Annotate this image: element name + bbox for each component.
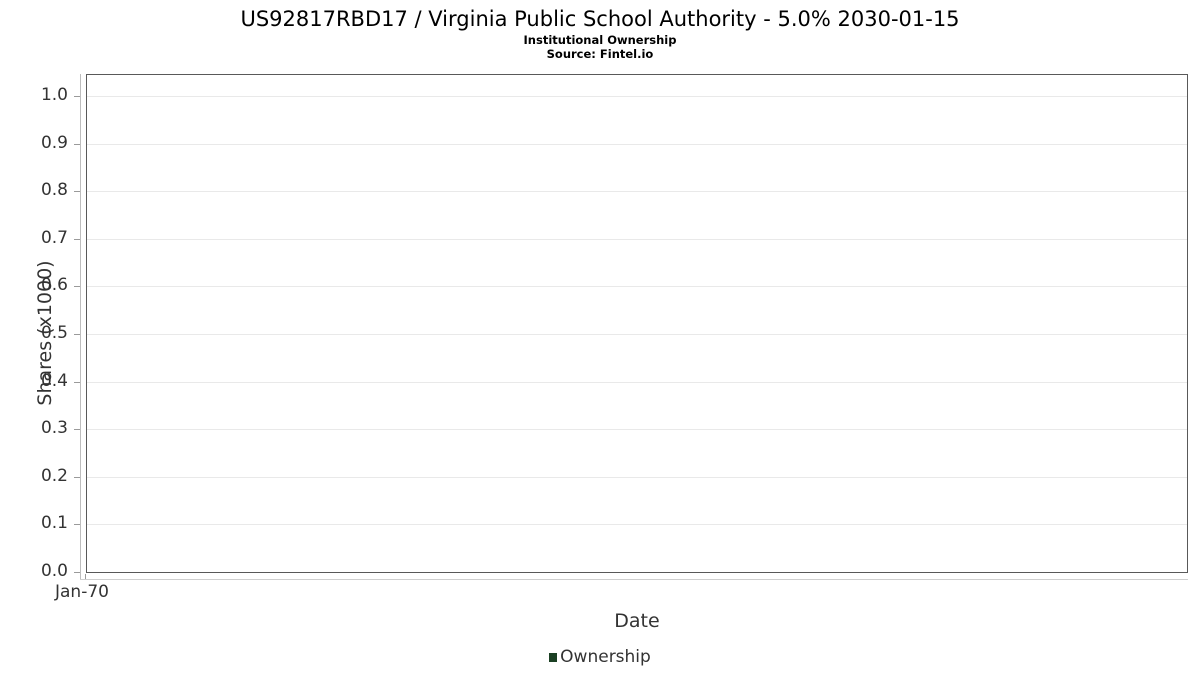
y-tick-mark [74,572,80,573]
y-axis-spine [80,74,81,580]
y-tick-mark [74,96,80,97]
gridline [87,572,1187,573]
legend-swatch-icon [549,653,558,662]
y-tick-mark [74,191,80,193]
x-axis-title: Date [614,610,660,632]
x-tick-label: Jan-70 [55,582,109,602]
y-tick-label: 0.7 [40,227,68,248]
y-tick-label: 0.1 [40,513,68,534]
y-tick-label: 0.2 [40,465,68,486]
gridline [87,429,1187,431]
chart-legend: Ownership [0,648,1200,667]
chart-subtitle: Institutional Ownership [523,33,677,47]
gridline [87,238,1187,240]
legend-item-label: Ownership [560,647,651,667]
y-tick-label: 0.3 [40,418,68,439]
title-block: US92817RBD17 / Virginia Public School Au… [0,0,1200,61]
y-tick-label: 0.8 [40,180,68,201]
y-tick-mark [74,238,80,240]
x-tick-mark [85,574,86,579]
y-tick-label: 1.0 [40,85,68,105]
y-tick-mark [74,286,80,288]
gridline [87,286,1187,288]
plot-area [86,74,1188,573]
y-tick-mark [74,334,80,335]
y-tick-mark [74,476,80,478]
gridline [87,381,1187,383]
y-axis-title: Shares (x1000) [34,260,56,406]
y-tick-label: 0.6 [40,275,68,296]
gridline [87,191,1187,193]
y-tick-mark [74,381,80,383]
y-tick-mark [74,429,80,431]
legend-item-ownership[interactable]: Ownership [549,648,651,667]
gridline [87,476,1187,478]
y-tick-label: 0.4 [40,370,68,391]
chart-source: Source: Fintel.io [546,47,654,61]
chart-title: US92817RBD17 / Virginia Public School Au… [240,7,960,31]
data-series-layer [87,75,1187,572]
y-tick-label: 0.0 [40,561,68,581]
x-axis-spine [80,579,1188,580]
y-tick-label: 0.5 [40,323,68,343]
y-tick-mark [74,524,80,526]
gridline [87,143,1187,145]
gridline [87,334,1187,335]
gridline [87,524,1187,526]
gridline [87,96,1187,97]
y-tick-mark [74,143,80,145]
y-tick-label: 0.9 [40,132,68,153]
